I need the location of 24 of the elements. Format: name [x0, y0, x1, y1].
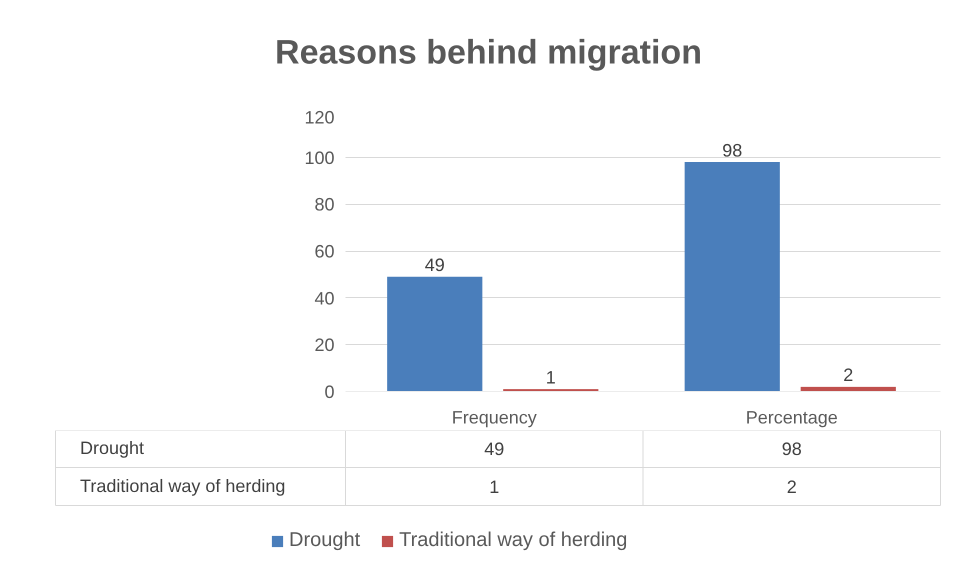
bar — [387, 276, 482, 392]
y-tick-label: 40 — [314, 288, 335, 308]
legend-label: Drought — [289, 529, 360, 552]
y-tick-label: 80 — [314, 194, 335, 215]
y-tick-label: 120 — [304, 108, 335, 128]
y-tick-label: 20 — [314, 335, 335, 356]
data-label: 2 — [786, 477, 797, 497]
text: Drought — [80, 438, 144, 458]
y-tick-label: 0 — [324, 382, 335, 402]
data-label: 49 — [484, 439, 504, 459]
annotation: 1 — [546, 368, 556, 388]
bar — [684, 162, 780, 392]
annotation: 49 — [424, 255, 445, 276]
chart-title: Reasons behind migration — [275, 34, 702, 72]
x-tick-label: Frequency — [452, 408, 537, 428]
y-tick-label: 100 — [304, 148, 335, 168]
annotation: 2 — [843, 365, 854, 386]
y-tick-label: 60 — [314, 242, 335, 262]
x-tick-label: Percentage — [746, 408, 838, 428]
text: Traditional way of herding — [80, 476, 286, 496]
legend-label: Traditional way of herding — [399, 529, 628, 552]
annotation: 98 — [722, 140, 742, 160]
data-label: 98 — [782, 439, 802, 459]
data-label: 1 — [489, 477, 500, 497]
